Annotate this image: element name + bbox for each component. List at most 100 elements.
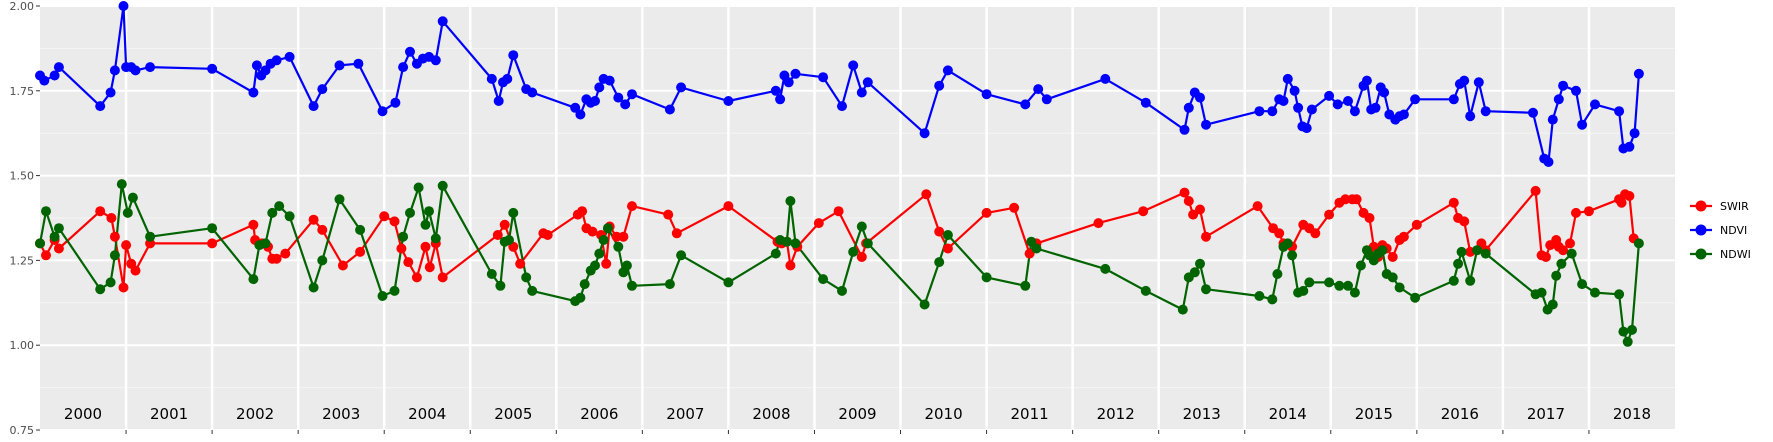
data-point-ndvi bbox=[1558, 80, 1569, 91]
data-point-swir bbox=[130, 265, 141, 276]
data-point-ndwi bbox=[95, 284, 106, 295]
data-point-swir bbox=[280, 248, 291, 259]
data-point-ndvi bbox=[1349, 106, 1360, 117]
data-point-swir bbox=[41, 250, 51, 261]
data-point-ndwi bbox=[1272, 269, 1283, 279]
data-point-ndvi bbox=[317, 84, 328, 95]
data-point-swir bbox=[1558, 245, 1569, 256]
data-point-ndvi bbox=[493, 96, 504, 106]
data-point-ndvi bbox=[1041, 94, 1052, 105]
data-point-swir bbox=[379, 211, 390, 222]
year-labels: 2000 2001 2002 2003 2004 2005 2006 2007 2008 2009… bbox=[64, 405, 1651, 423]
data-point-swir bbox=[1195, 204, 1205, 215]
data-point-swir bbox=[396, 243, 407, 254]
data-point-ndvi bbox=[502, 73, 513, 84]
data-point-ndvi bbox=[1577, 119, 1588, 130]
series-line-ndwi bbox=[38, 183, 1640, 343]
data-point-ndvi bbox=[248, 87, 259, 98]
data-point-ndvi bbox=[627, 89, 637, 100]
data-point-ndvi bbox=[1473, 77, 1484, 88]
data-point-ndwi bbox=[105, 277, 116, 288]
data-point-swir bbox=[1310, 228, 1321, 239]
data-point-ndwi bbox=[430, 233, 441, 244]
data-point-ndwi bbox=[848, 246, 859, 257]
data-point-ndvi bbox=[271, 55, 282, 66]
data-point-ndvi bbox=[1614, 106, 1625, 117]
data-point-swir bbox=[1583, 206, 1594, 217]
data-point-ndvi bbox=[1448, 94, 1459, 105]
data-point-ndvi bbox=[251, 60, 262, 71]
data-point-ndvi bbox=[1140, 97, 1151, 108]
data-point-swir bbox=[308, 214, 319, 225]
data-point-ndwi bbox=[1355, 260, 1366, 271]
data-point-ndwi bbox=[486, 269, 497, 279]
data-point-ndvi bbox=[942, 65, 953, 76]
data-point-ndvi bbox=[39, 75, 50, 86]
y-tick-label: 1.75 bbox=[10, 85, 35, 98]
data-point-ndwi bbox=[1410, 292, 1421, 303]
data-point-ndvi bbox=[775, 94, 786, 105]
year-label: 2016 bbox=[1441, 405, 1479, 423]
data-point-ndwi bbox=[770, 248, 781, 259]
data-point-ndwi bbox=[598, 235, 609, 245]
data-point-ndwi bbox=[1282, 238, 1293, 249]
y-axis: 0.75 1.00 1.25 1.50 1.75 2.00 bbox=[10, 0, 40, 437]
data-point-swir bbox=[587, 226, 598, 237]
data-point-ndvi bbox=[837, 101, 847, 112]
data-point-ndwi bbox=[1614, 289, 1625, 300]
data-point-ndvi bbox=[1633, 68, 1644, 79]
data-point-ndwi bbox=[127, 192, 138, 203]
data-point-ndvi bbox=[1459, 75, 1470, 86]
data-point-swir bbox=[921, 189, 932, 200]
data-point-ndvi bbox=[664, 104, 675, 115]
data-point-ndvi bbox=[1370, 102, 1381, 113]
data-point-ndwi bbox=[527, 285, 538, 296]
data-point-ndwi bbox=[116, 179, 127, 190]
data-point-swir bbox=[1624, 191, 1635, 201]
data-point-ndwi bbox=[919, 299, 930, 310]
data-point-ndwi bbox=[676, 250, 687, 261]
data-point-ndwi bbox=[1140, 285, 1151, 296]
data-point-ndwi bbox=[1189, 267, 1200, 278]
data-point-swir bbox=[1274, 228, 1285, 239]
data-point-swir bbox=[337, 260, 348, 271]
data-point-swir bbox=[95, 206, 106, 217]
data-point-swir bbox=[1324, 209, 1335, 220]
data-point-swir bbox=[1565, 238, 1575, 249]
data-point-swir bbox=[420, 241, 431, 252]
data-point-swir bbox=[1138, 206, 1149, 217]
year-label: 2014 bbox=[1269, 405, 1307, 423]
legend-label: SWIR bbox=[1720, 200, 1749, 213]
data-point-ndwi bbox=[856, 221, 867, 232]
data-point-ndwi bbox=[1177, 304, 1188, 315]
data-point-swir bbox=[403, 257, 414, 268]
data-point-ndwi bbox=[1394, 282, 1405, 293]
data-point-ndwi bbox=[504, 235, 514, 245]
data-point-ndwi bbox=[837, 285, 847, 296]
data-point-ndvi bbox=[1254, 106, 1265, 117]
y-tick-label: 0.75 bbox=[10, 424, 35, 437]
data-point-ndvi bbox=[934, 80, 945, 91]
data-point-ndwi bbox=[413, 182, 424, 193]
data-point-ndvi bbox=[783, 77, 794, 88]
y-tick-label: 2.00 bbox=[10, 0, 35, 13]
data-point-ndvi bbox=[1100, 73, 1111, 84]
data-point-swir bbox=[499, 219, 510, 230]
data-point-swir bbox=[542, 230, 553, 240]
data-point-ndwi bbox=[317, 255, 328, 266]
data-point-swir bbox=[785, 260, 796, 271]
data-point-ndvi bbox=[1201, 119, 1211, 130]
data-point-swir bbox=[1540, 252, 1551, 262]
data-point-ndvi bbox=[1183, 102, 1194, 113]
data-point-ndwi bbox=[355, 224, 366, 235]
data-point-ndvi bbox=[1480, 106, 1491, 117]
year-label: 2005 bbox=[494, 405, 532, 423]
data-point-swir bbox=[1448, 197, 1459, 208]
data-point-ndvi bbox=[1410, 94, 1421, 105]
data-point-swir bbox=[671, 228, 682, 239]
data-point-ndvi bbox=[604, 75, 615, 86]
data-point-swir bbox=[856, 252, 867, 262]
data-point-ndwi bbox=[590, 260, 600, 271]
data-point-swir bbox=[492, 230, 503, 240]
